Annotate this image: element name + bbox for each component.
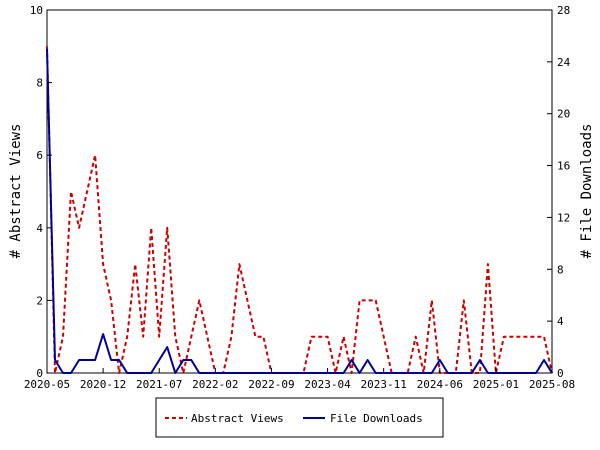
legend-label-abstract-views: Abstract Views xyxy=(191,412,284,425)
y-right-tick-label: 20 xyxy=(557,108,570,121)
x-tick-label: 2020-12 xyxy=(80,378,126,391)
legend-label-file-downloads: File Downloads xyxy=(330,412,423,425)
series-layer xyxy=(46,46,553,374)
y-right-tick-label: 28 xyxy=(557,4,570,17)
y-right-tick-label: 8 xyxy=(557,263,564,276)
x-tick-label: 2020-05 xyxy=(24,378,70,391)
y-right-tick-label: 4 xyxy=(557,315,564,328)
legend: Abstract Views File Downloads xyxy=(155,397,444,438)
y-right-tick-label: 24 xyxy=(557,56,571,69)
x-tick-label: 2025-08 xyxy=(529,378,575,391)
y-left-tick-label: 2 xyxy=(36,294,43,307)
x-tick-label: 2025-01 xyxy=(473,378,519,391)
x-tick-label: 2024-06 xyxy=(417,378,463,391)
x-tick-label: 2022-02 xyxy=(192,378,238,391)
x-tick-label: 2022-09 xyxy=(248,378,294,391)
y-axis-right-title: # File Downloads xyxy=(579,124,595,259)
series-line-file-downloads xyxy=(46,48,553,374)
plot-area xyxy=(46,9,553,374)
y-right-tick-label: 12 xyxy=(557,211,570,224)
y-left-tick-label: 8 xyxy=(36,77,43,90)
x-tick-label: 2021-07 xyxy=(136,378,182,391)
legend-box xyxy=(155,397,444,438)
y-left-tick-label: 10 xyxy=(30,4,43,17)
y-right-tick-label: 16 xyxy=(557,160,570,173)
x-tick-label: 2023-11 xyxy=(360,378,406,391)
y-left-tick-label: 6 xyxy=(36,149,43,162)
y-left-tick-label: 0 xyxy=(36,367,43,380)
y-right-tick-label: 0 xyxy=(557,367,564,380)
y-axis-left-title: # Abstract Views xyxy=(8,124,24,259)
x-tick-label: 2023-04 xyxy=(304,378,351,391)
y-left-tick-label: 4 xyxy=(36,222,43,235)
